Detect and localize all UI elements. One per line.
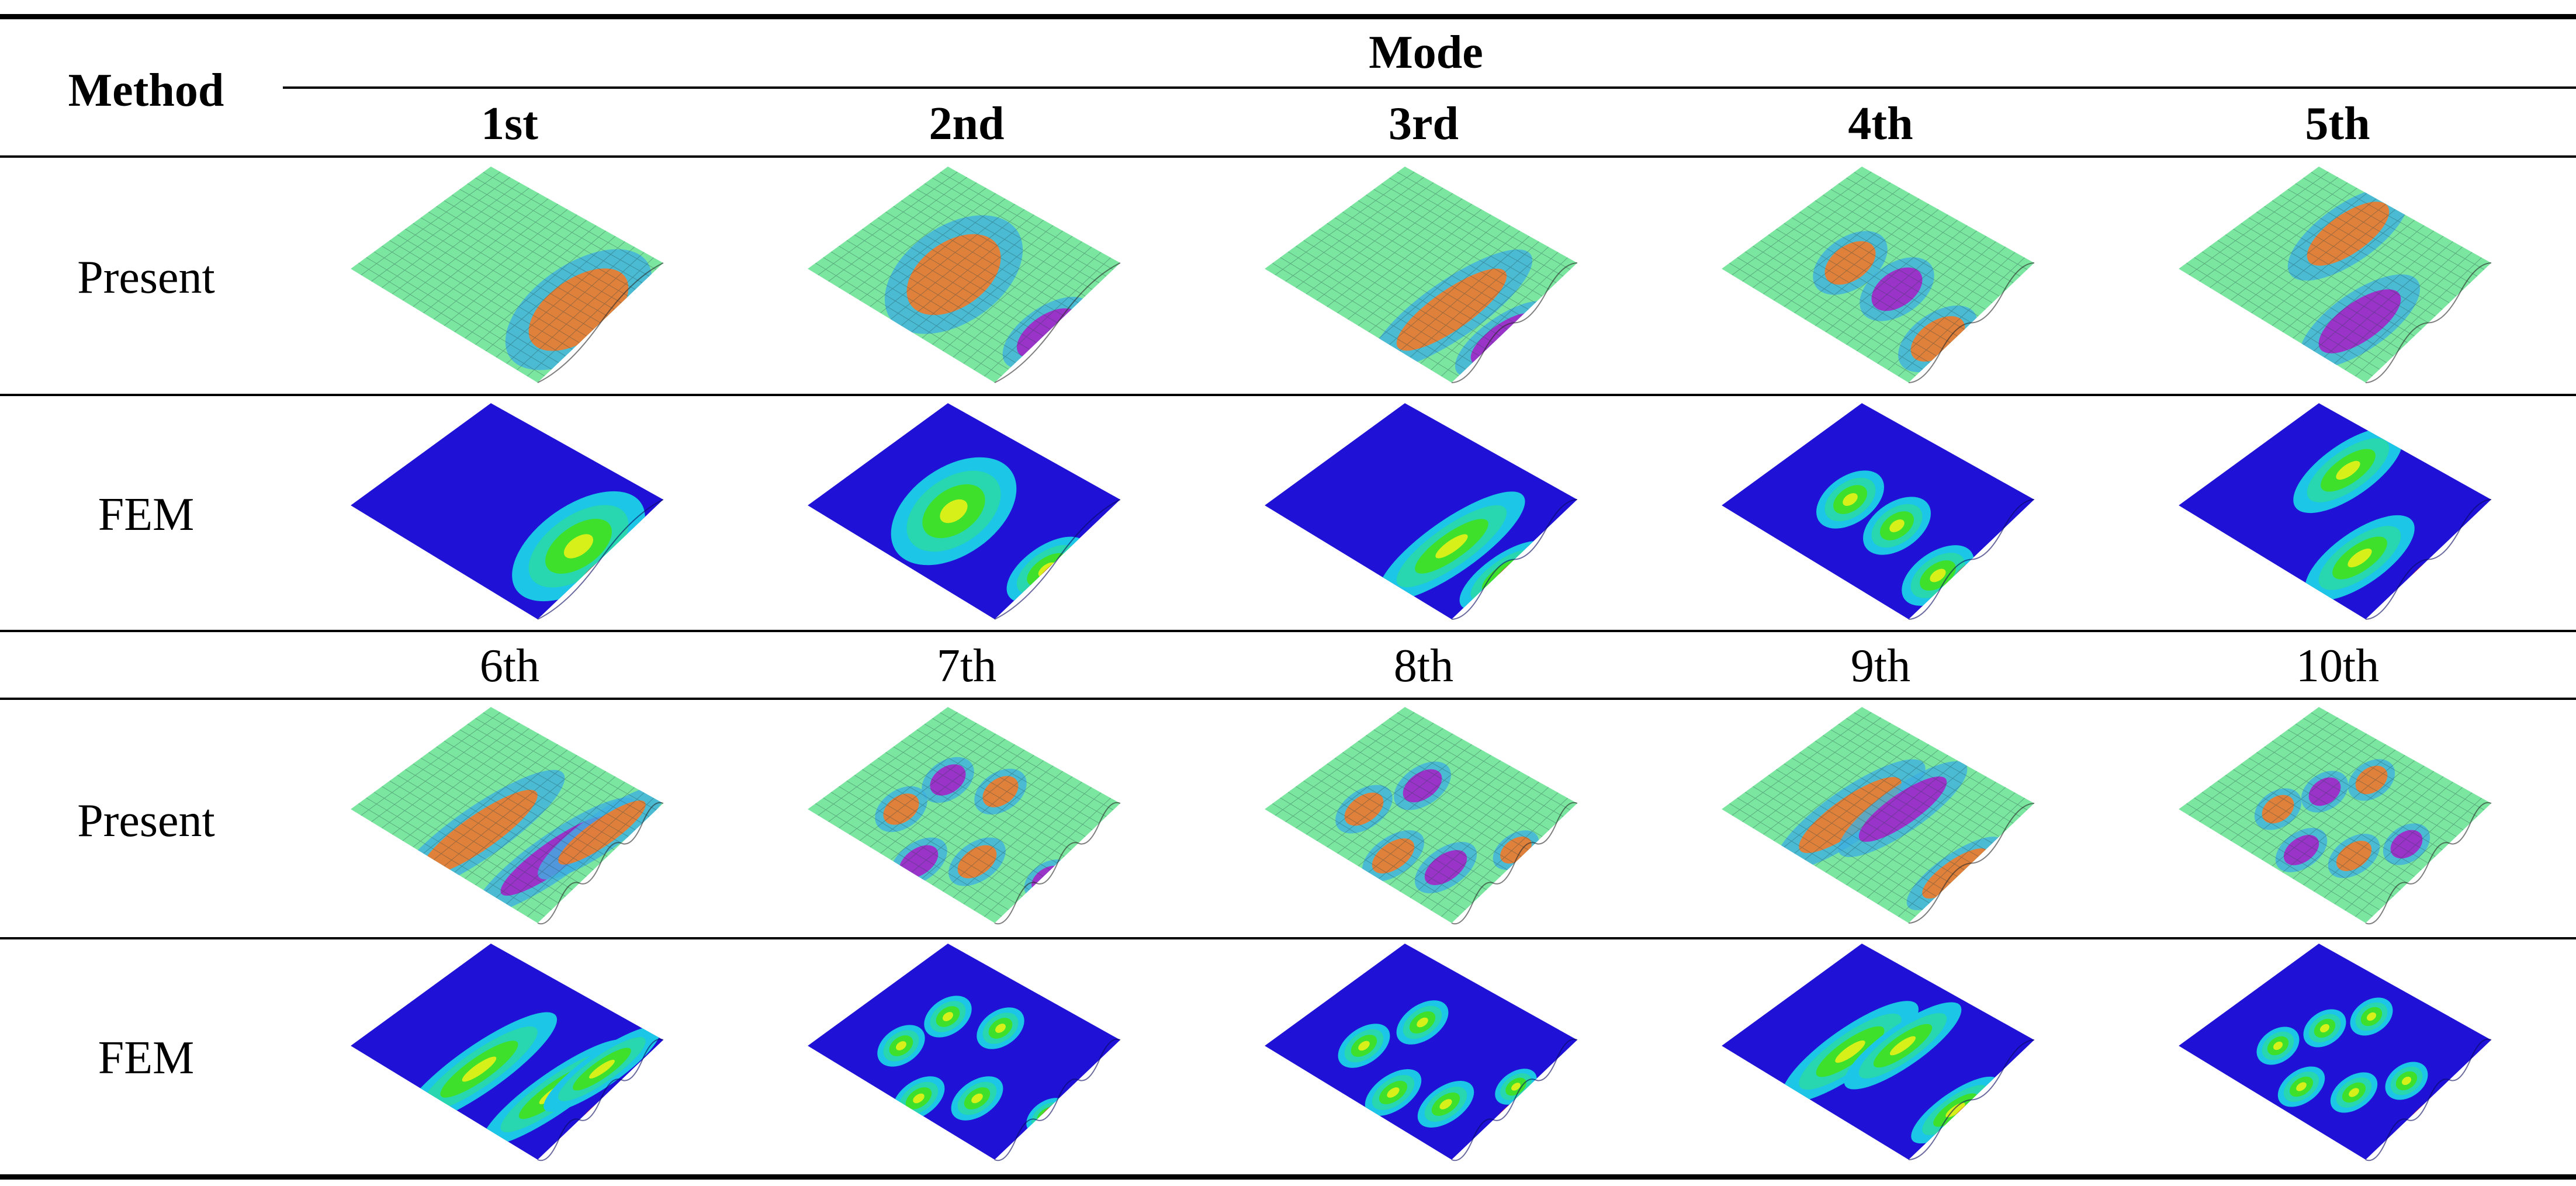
row-label-fem-top: FEM	[98, 488, 195, 540]
present-mode-9-plot	[1716, 704, 2043, 932]
row-label-fem-bottom: FEM	[98, 1032, 195, 1084]
fem-mode-4-plot	[1716, 400, 2043, 628]
fem-mode-5-plot	[2173, 400, 2500, 628]
row-rule-2	[0, 630, 2576, 632]
row-rule-4	[0, 937, 2576, 939]
mode-label-4th: 4th	[1848, 98, 1913, 150]
method-header: Method	[68, 64, 224, 116]
present-mode-1-plot	[345, 164, 672, 391]
mode-underline	[283, 86, 2576, 89]
present-mode-2-plot	[802, 164, 1129, 391]
fem-mode-10-plot	[2173, 941, 2500, 1168]
mode-label-10th: 10th	[2295, 640, 2380, 692]
row-rule-3	[0, 698, 2576, 700]
top-rule	[0, 14, 2576, 19]
mode-label-1st: 1st	[481, 98, 538, 150]
mode-label-5th: 5th	[2305, 98, 2370, 150]
bottom-rule	[0, 1174, 2576, 1180]
mode-label-8th: 8th	[1393, 640, 1454, 692]
fem-mode-7-plot	[802, 941, 1129, 1168]
mode-label-7th: 7th	[936, 640, 997, 692]
present-mode-10-plot	[2173, 704, 2500, 932]
header-rule	[0, 155, 2576, 158]
fem-mode-8-plot	[1259, 941, 1586, 1168]
present-mode-3-plot	[1259, 164, 1586, 391]
mode-label-3rd: 3rd	[1389, 98, 1459, 150]
fem-mode-6-plot	[345, 941, 672, 1168]
mode-label-9th: 9th	[1850, 640, 1911, 692]
row-rule-1	[0, 394, 2576, 396]
fem-mode-9-plot	[1716, 941, 2043, 1168]
row-label-present-bottom: Present	[77, 795, 215, 847]
mode-label-2nd: 2nd	[929, 98, 1005, 150]
mode-header: Mode	[1369, 26, 1483, 78]
row-label-present-top: Present	[77, 251, 215, 303]
fem-mode-1-plot	[345, 400, 672, 628]
fem-mode-3-plot	[1259, 400, 1586, 628]
present-mode-5-plot	[2173, 164, 2500, 391]
present-mode-7-plot	[802, 704, 1129, 932]
fem-mode-2-plot	[802, 400, 1129, 628]
present-mode-4-plot	[1716, 164, 2043, 391]
present-mode-6-plot	[345, 704, 672, 932]
present-mode-8-plot	[1259, 704, 1586, 932]
mode-label-6th: 6th	[479, 640, 540, 692]
